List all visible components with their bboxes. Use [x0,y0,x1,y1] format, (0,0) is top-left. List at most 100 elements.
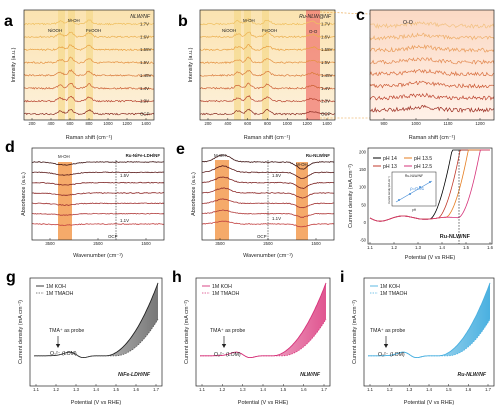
panel-e-letter: e [176,141,185,158]
panel-e-title: Ru-NLW/NF [306,153,330,158]
tick-label: 1.5 [446,387,452,392]
inset-rho: ρ=0.91 [410,186,425,191]
panel-b-title: Ru-NLW@NF [299,14,332,20]
raman-spectrum-line [23,56,154,64]
tick-label: 1200 [122,121,132,126]
panel-h: h 1M KOH 1M TMAOH TMA⁺ as probe O₂²⁻ (LO… [172,269,331,406]
tick-label: 1.3 [415,245,421,250]
panel-g: g 1M KOH 1M TMAOH TMA⁺ as probe O₂²⁻ (LO… [6,269,163,406]
panel-g-koh-curve [34,282,159,359]
panel-g-legend-koh: 1M KOH [46,284,66,290]
tick-label: 2500 [93,241,103,246]
tick-label: 1.6 [301,387,307,392]
potential-label: OCP [321,112,331,117]
panel-e-mark-ocp: OCP [257,234,267,239]
raman-spectrum-line [199,69,336,77]
panel-a-title: NLW/NF [130,14,151,20]
panel-i-probe: TMA⁺ as probe [370,328,405,334]
panel-d-mark-top: 1.5V [120,173,129,178]
panel-e: e Ru-NLW/NF M-OH M-OH 1.5V OCP 1.1V 3500… [176,141,335,259]
panel-i-arrowhead-icon [383,344,389,348]
tick-label: 1.3 [73,387,79,392]
panel-h-legend-tma: 1M TMAOH [212,291,240,297]
panel-c-letter: c [356,7,365,24]
tick-label: 200 [205,121,213,126]
tick-label: 1.5 [280,387,286,392]
raman-spectrum-line [199,43,336,52]
legend-label-ph14: pH 14 [383,156,397,162]
potential-label: 1.45V [321,73,333,78]
panel-d-letter: d [5,139,15,156]
potential-label: 1.7V [140,22,149,27]
panel-a-ylabel: Intensity (a.u.) [11,47,17,82]
tick-label: -50 [360,238,367,243]
tick-label: 1400 [322,121,332,126]
panel-h-legend-koh: 1M KOH [212,284,232,290]
tick-label: 1400 [141,121,151,126]
panel-a-letter: a [4,13,13,30]
tick-label: 1.2 [387,387,393,392]
panel-f-ylabel: Current density (mA cm⁻²) [348,164,354,228]
panel-d-spectra [31,161,165,226]
raman-spectrum-line [23,31,154,39]
potential-label: 1.6V [140,34,149,39]
potential-label: 1.45V [140,73,152,78]
panel-g-species: O₂²⁻ (LOM) [50,351,77,357]
panel-a-xlabel: Raman shift (cm⁻¹) [66,135,113,141]
panel-i-sample: Ru-NLW/NF [457,372,486,378]
raman-zoom-line [369,32,495,41]
tick-label: 2500 [263,241,273,246]
raman-zoom-line [369,57,495,65]
panel-d-band-label: M-OH [58,154,70,159]
panel-d-xticks: 3500 2500 1500 [45,238,151,246]
panel-f-curves [369,149,490,222]
raman-zoom-line [369,68,495,77]
panel-e-ylabel: Absorbance (a.u.) [191,172,197,216]
panel-e-band-1 [215,160,229,240]
panel-b-band-label-1: NiOOH [222,28,236,33]
tick-label: 1.1 [33,387,39,392]
potential-label: 1.5V [140,60,149,65]
panel-i-species: O₂²⁻ (LOM) [378,352,405,358]
panel-i-letter: i [340,269,344,286]
raman-spectrum-line [23,95,155,103]
tick-label: 1200 [475,121,485,126]
panel-h-ylabel: Current density (mA cm⁻²) [184,300,190,364]
inset-xlabel: pH [412,208,417,212]
tick-label: 1.4 [426,387,432,392]
tick-label: 1.2 [53,387,59,392]
tick-label: 1.2 [391,245,397,250]
panel-b-band-moh [244,10,251,120]
tick-label: 50 [361,202,366,207]
ir-spectrum-line [32,171,165,176]
tick-label: 1500 [311,241,321,246]
panel-g-xlabel: Potential (V vs RHE) [71,400,122,406]
tick-label: 1.6 [133,387,139,392]
panel-h-tmaoh-curve [200,318,327,359]
tick-label: 3500 [215,241,225,246]
tick-label: 1100 [443,121,453,126]
tick-label: 1.4 [260,387,266,392]
panel-d-xlabel: Wavenumber (cm⁻¹) [73,253,123,259]
tick-label: 1.4 [439,245,445,250]
raman-spectrum-line [23,18,155,26]
inset-ylabel: Current density (mA cm⁻²) [388,176,391,204]
panel-h-sample: NLW/NF [300,372,321,378]
raman-spectrum-line [23,44,155,52]
panel-h-species: O₂²⁻ (LOM) [214,352,241,358]
raman-spectrum-line [199,82,336,90]
panel-g-arrowhead-icon [55,344,61,348]
potential-label: OCP [140,112,150,117]
raman-spectrum-line [199,56,336,64]
panel-d-title: Ru-NiFe-LDH/NF [126,153,161,158]
ir-spectrum-line [31,161,164,166]
raman-zoom-line [369,104,495,114]
panel-b-zoom-line-top [319,11,371,15]
panel-a-band-niooh [58,10,65,120]
inset-point [429,181,431,183]
inset-point [419,186,421,188]
panel-d-band [58,162,72,240]
raman-spectrum-line [23,69,155,77]
tick-label: 1000 [411,121,421,126]
